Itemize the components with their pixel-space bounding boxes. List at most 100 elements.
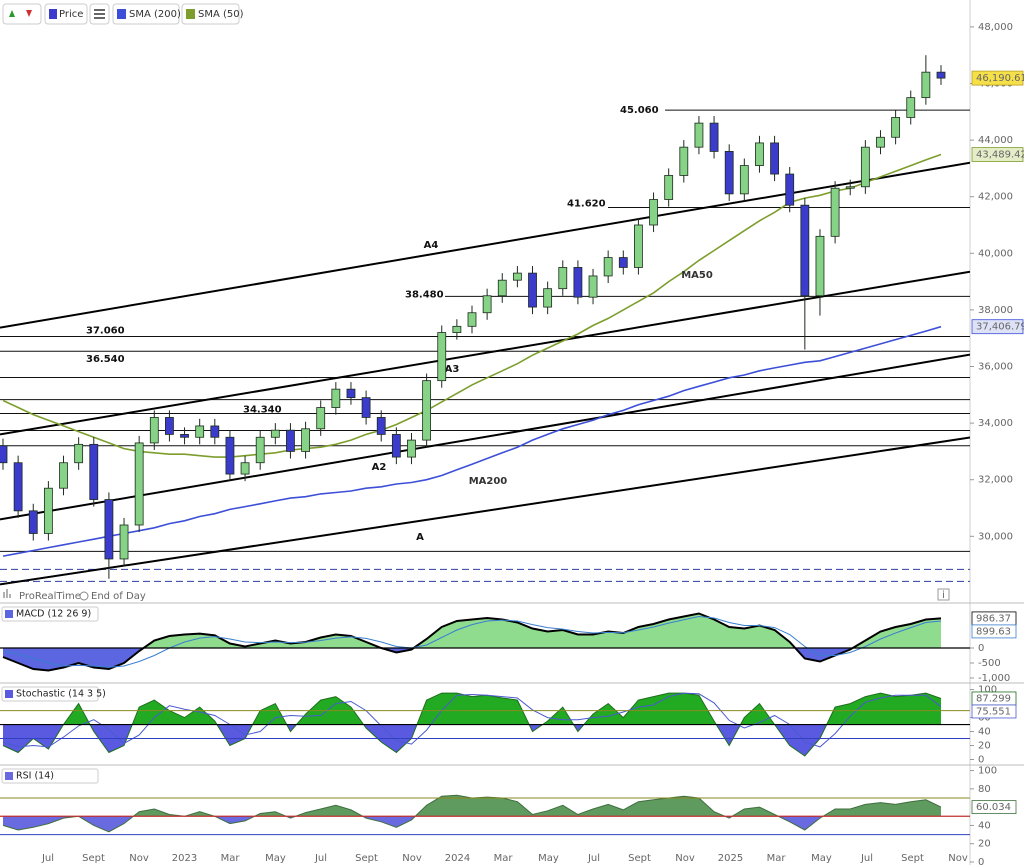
x-tick-label: Jul — [860, 853, 873, 864]
x-tick-label: Jul — [587, 853, 600, 864]
indicator-area-up — [3, 613, 941, 649]
price-plot: 45.060 41.620 38.480 37.060 36.540 34.340 A4 A3… — [0, 55, 970, 586]
indicator-value: 986.37 — [976, 613, 1011, 624]
x-tick-label: Sept — [628, 853, 651, 864]
x-tick-label: 2025 — [718, 853, 743, 864]
trendline-label: A2 — [372, 462, 387, 473]
logo-icon — [3, 589, 11, 598]
sma200-button[interactable] — [112, 3, 180, 25]
signal-line — [2, 615, 942, 668]
panel-title-icon — [5, 772, 13, 780]
y-tick-label: 38,000 — [978, 305, 1013, 316]
indicator-area-up — [63, 693, 941, 725]
level-label: 38.480 — [405, 289, 444, 300]
x-tick-label: Nov — [675, 853, 695, 864]
y-tick-label: 48,000 — [978, 22, 1013, 33]
candle-body — [558, 267, 568, 290]
trendline — [0, 436, 970, 586]
candle-body — [59, 462, 68, 489]
moving-average-value: 43,489.42 — [976, 150, 1024, 161]
panel-title: MACD (12 26 9) — [16, 609, 91, 620]
arrows-button[interactable] — [2, 3, 42, 25]
candle-body — [270, 429, 280, 438]
x-tick-label: May — [265, 853, 286, 864]
x-tick-label: Sept — [82, 853, 105, 864]
candle-body — [679, 146, 689, 176]
candle-body — [709, 122, 719, 152]
indicator-area-up — [133, 795, 941, 817]
level-label: 41.620 — [567, 198, 606, 209]
moving-average-line — [2, 153, 942, 458]
candle-body — [618, 257, 628, 268]
candle-body — [255, 436, 265, 464]
level-label: 45.060 — [620, 105, 659, 116]
indicator-value: 87.299 — [976, 693, 1011, 704]
indicator-area-down — [3, 816, 941, 832]
candle-body — [845, 186, 855, 189]
y-tick-label: 0 — [978, 755, 984, 766]
candle-body — [180, 434, 189, 438]
sma200-legend: SMA (200) — [129, 9, 181, 20]
candle-body — [43, 487, 53, 534]
trendline-label: A4 — [424, 240, 439, 251]
candle-body — [588, 275, 598, 298]
moving-average-value-box — [971, 147, 1024, 162]
clock-icon — [79, 591, 89, 601]
candle-body — [301, 428, 310, 452]
y-tick-label: 80 — [978, 784, 991, 795]
panel-title-icon — [5, 610, 13, 618]
y-tick-label: 100 — [978, 685, 997, 696]
candle-body — [119, 524, 129, 560]
sma50-button[interactable] — [181, 3, 240, 25]
y-tick-label: 0 — [978, 643, 984, 654]
candle-body — [74, 443, 84, 464]
candle-body — [694, 122, 704, 148]
candle-body — [407, 439, 416, 458]
x-tick-label: 2023 — [172, 853, 197, 864]
panel-title-icon — [5, 690, 13, 698]
candle-body — [936, 71, 946, 79]
y-tick-label: 30,000 — [978, 531, 1013, 542]
info-icon: i — [942, 590, 945, 601]
candle-body — [89, 443, 99, 500]
x-tick-label: Jul — [314, 853, 327, 864]
sma200-swatch — [117, 9, 126, 19]
x-tick-label: May — [538, 853, 559, 864]
candle-body — [649, 199, 658, 226]
y-tick-label: 32,000 — [978, 475, 1013, 486]
info-button[interactable] — [937, 588, 950, 601]
candle-body — [815, 235, 825, 297]
moving-average-value: 37,406.79 — [976, 322, 1024, 333]
trendline — [0, 270, 970, 436]
indicator-area-down — [3, 724, 941, 756]
y-tick-label: -500 — [978, 658, 1001, 669]
indicator-value: 899.63 — [976, 626, 1011, 637]
toolbar: Price SMA (200) SMA (50) — [2, 3, 244, 25]
candle-body — [724, 151, 734, 195]
candle-body — [755, 142, 764, 166]
trendline-label: A — [416, 532, 424, 543]
candle-body — [376, 417, 386, 435]
candle-body — [603, 257, 613, 277]
x-tick-label: Nov — [129, 853, 149, 864]
last-price-label: 46,190.61 — [976, 73, 1024, 84]
candle-body — [482, 295, 492, 314]
candle-body — [28, 510, 38, 534]
candle-body — [437, 332, 447, 382]
panel-title-box — [1, 768, 99, 784]
indicator-value: 75.551 — [976, 706, 1011, 717]
candle-body — [891, 117, 901, 138]
candle-body — [195, 425, 205, 438]
watermark: ProRealTime — [19, 591, 81, 602]
candle-body — [225, 436, 235, 475]
candle-body — [391, 434, 401, 458]
candle-body — [770, 142, 779, 175]
x-tick-label: 2024 — [445, 853, 470, 864]
candle-body — [361, 397, 371, 418]
panel-title: Stochastic (14 3 5) — [16, 689, 106, 700]
y-tick-label: 0 — [978, 857, 984, 865]
y-tick-label: 20 — [978, 839, 991, 850]
trendline — [0, 161, 970, 329]
candle-body — [876, 136, 885, 148]
candle-body — [346, 388, 356, 399]
